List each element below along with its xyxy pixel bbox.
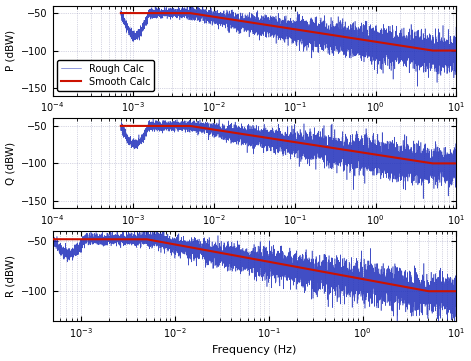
Rough Calc: [289, 30, 294, 34]
Line: Smooth Calc: Smooth Calc: [53, 239, 456, 291]
Smooth Calc: [289, 27, 294, 31]
Line: Rough Calc: Rough Calc: [121, 119, 456, 199]
Y-axis label: Q (dBW): Q (dBW): [6, 142, 16, 185]
Smooth Calc: [306, 29, 312, 34]
Smooth Calc: [349, 36, 355, 40]
Rough Calc: [349, 154, 355, 158]
Smooth Calc: [371, 152, 376, 156]
Rough Calc: [146, 234, 151, 238]
Smooth Calc: [146, 238, 151, 242]
Y-axis label: P (dBW): P (dBW): [6, 30, 16, 71]
Rough Calc: [371, 58, 376, 62]
Rough Calc: [454, 286, 459, 290]
Rough Calc: [202, 247, 208, 251]
Smooth Calc: [144, 237, 149, 242]
Smooth Calc: [289, 139, 294, 144]
Smooth Calc: [202, 248, 208, 252]
Line: Smooth Calc: Smooth Calc: [121, 13, 456, 51]
Smooth Calc: [306, 142, 312, 147]
Line: Rough Calc: Rough Calc: [121, 6, 456, 86]
Smooth Calc: [454, 289, 459, 293]
Line: Smooth Calc: Smooth Calc: [121, 126, 456, 164]
Smooth Calc: [231, 253, 236, 257]
Smooth Calc: [196, 125, 202, 130]
X-axis label: Frequency (Hz): Frequency (Hz): [212, 345, 297, 356]
Rough Calc: [144, 236, 149, 240]
Rough Calc: [306, 34, 312, 38]
Rough Calc: [454, 160, 459, 164]
Smooth Calc: [371, 39, 376, 44]
Rough Calc: [196, 12, 202, 16]
Smooth Calc: [196, 12, 202, 17]
Smooth Calc: [454, 48, 459, 53]
Rough Calc: [349, 39, 355, 43]
Rough Calc: [231, 254, 236, 258]
Line: Rough Calc: Rough Calc: [53, 226, 456, 322]
Rough Calc: [454, 53, 459, 57]
Legend: Rough Calc, Smooth Calc: Rough Calc, Smooth Calc: [57, 60, 154, 91]
Rough Calc: [148, 237, 154, 242]
Smooth Calc: [454, 161, 459, 166]
Smooth Calc: [450, 289, 456, 293]
Rough Calc: [371, 168, 376, 173]
Rough Calc: [289, 133, 294, 138]
Rough Calc: [306, 149, 312, 153]
Y-axis label: R (dBW): R (dBW): [6, 255, 16, 297]
Smooth Calc: [349, 149, 355, 153]
Smooth Calc: [148, 238, 154, 242]
Rough Calc: [196, 132, 202, 136]
Rough Calc: [450, 304, 456, 308]
